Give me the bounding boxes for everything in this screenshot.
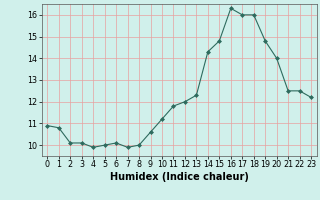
X-axis label: Humidex (Indice chaleur): Humidex (Indice chaleur) [110,172,249,182]
